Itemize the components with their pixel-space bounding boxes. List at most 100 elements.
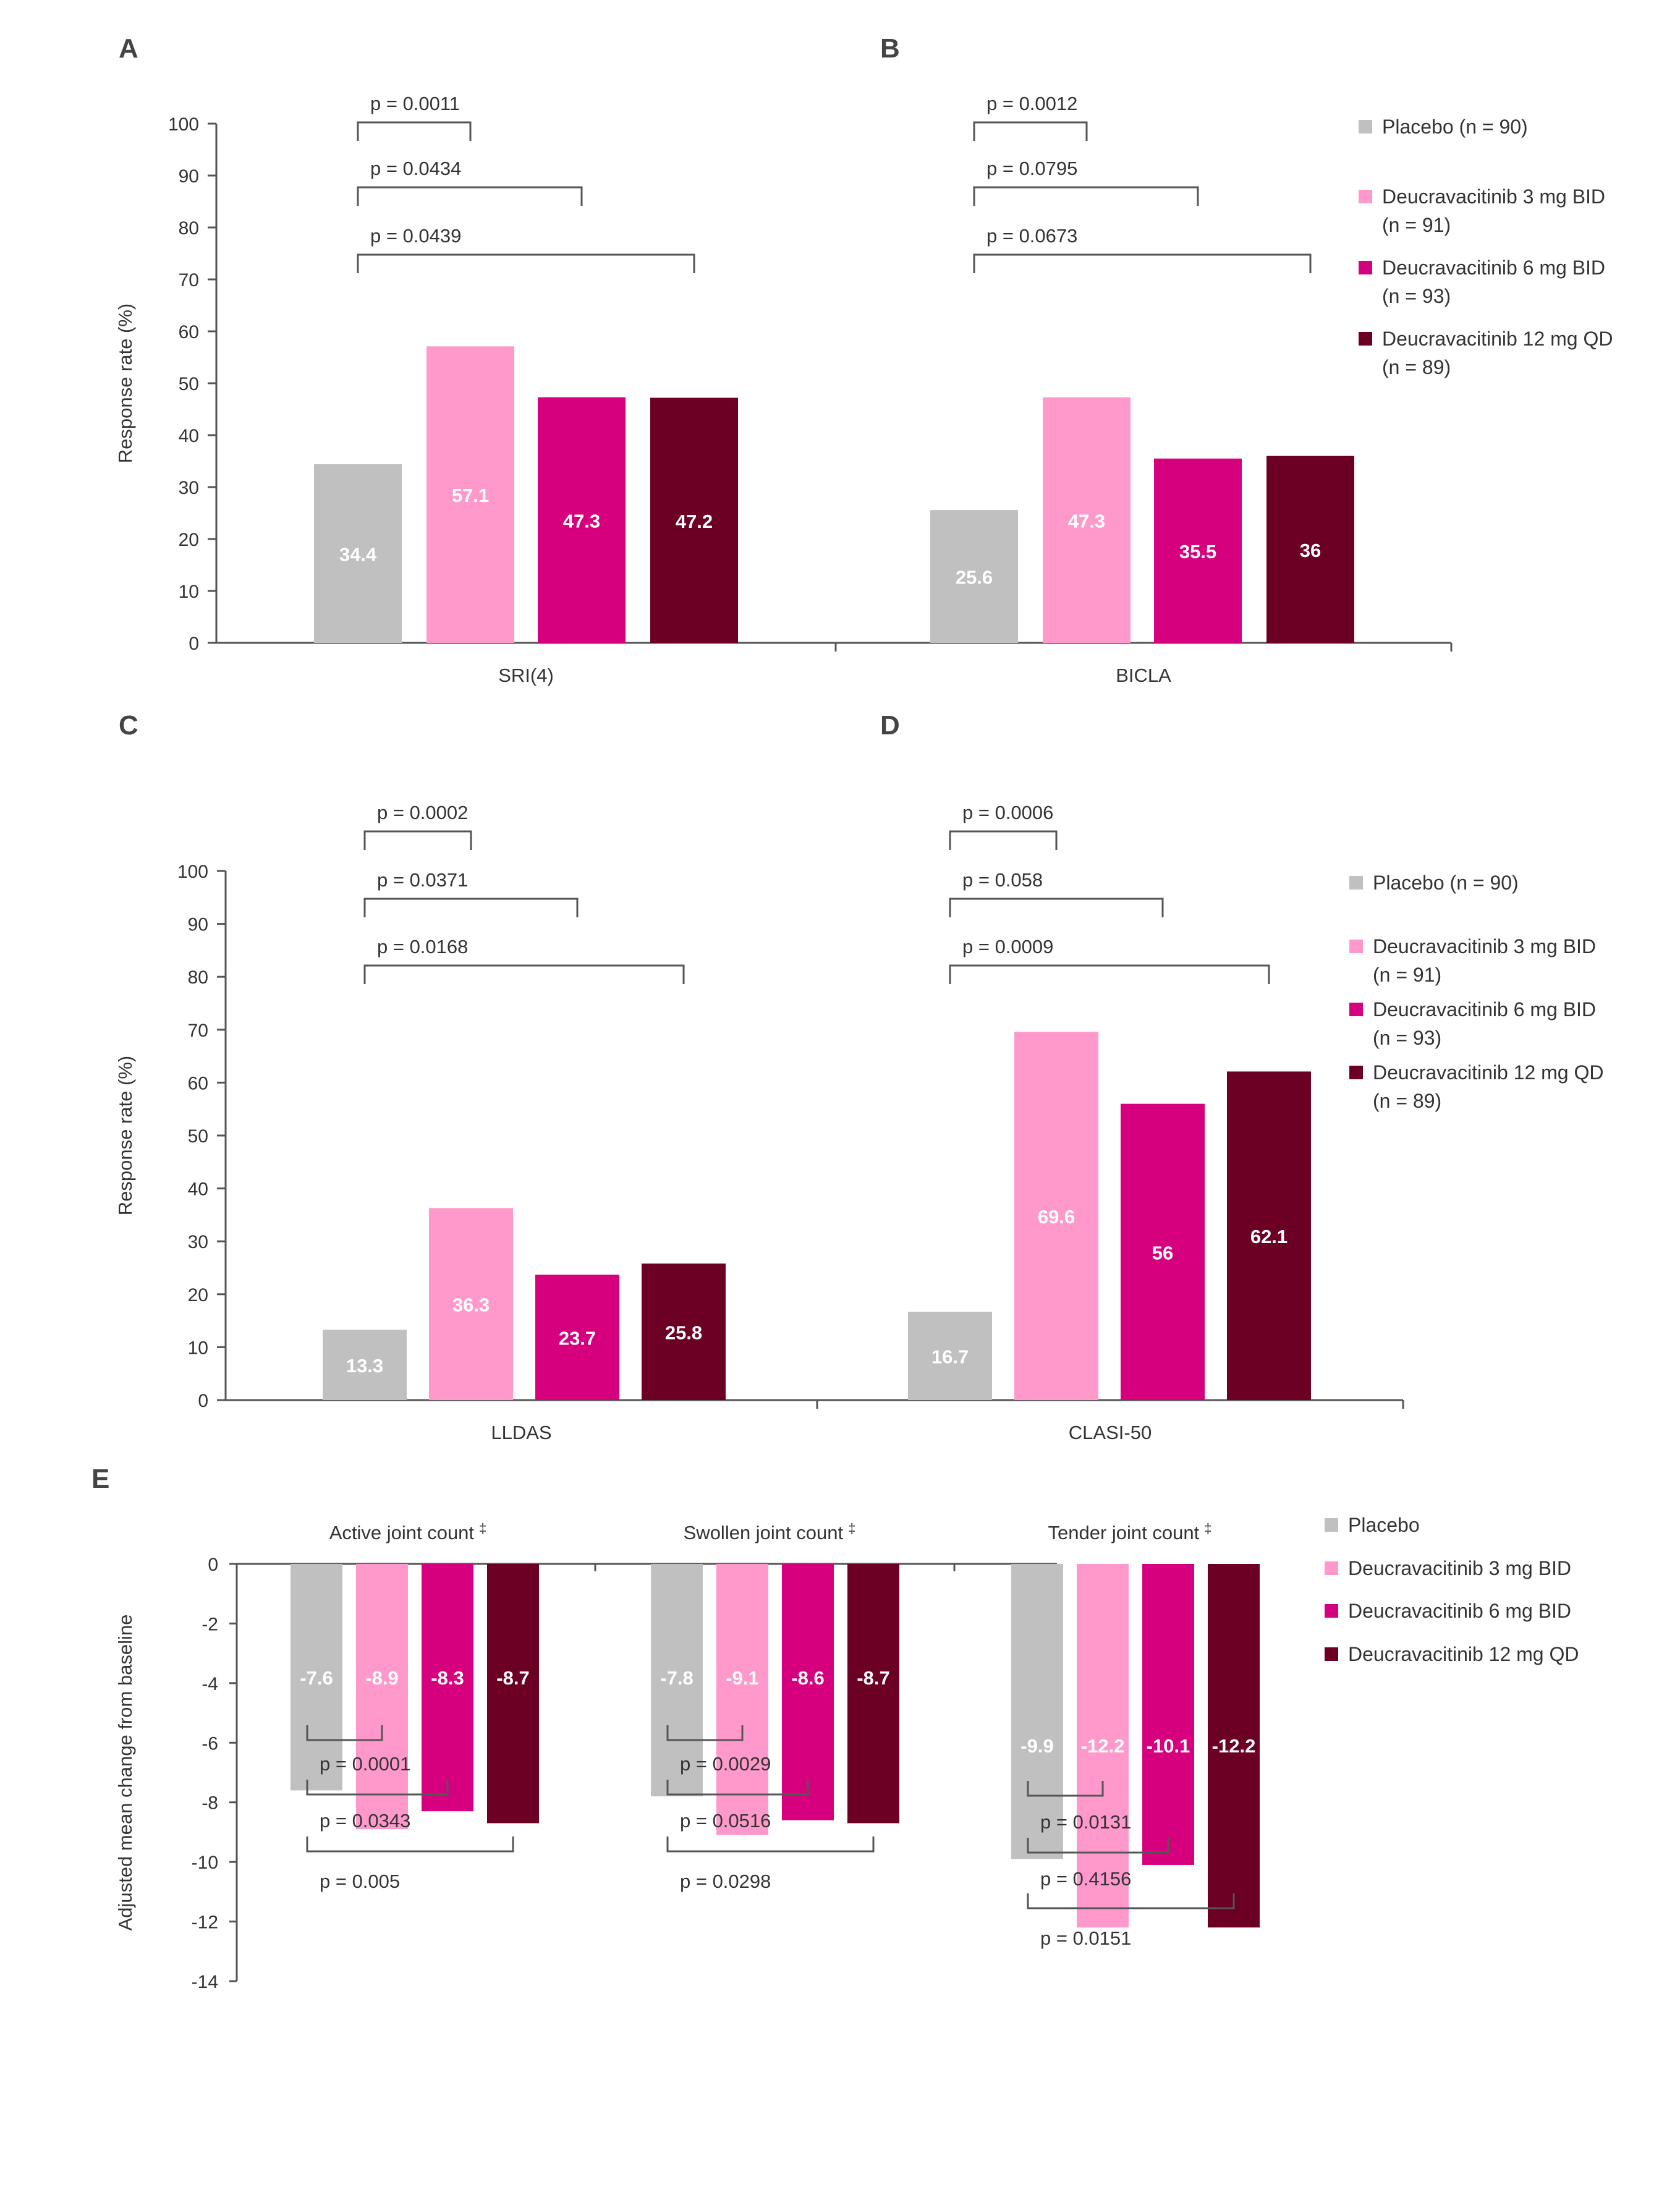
y-tick-label: -8 (202, 1793, 218, 1814)
panel-letter-b: B (880, 33, 900, 64)
p-value-label: p = 0.0001 (320, 1753, 410, 1775)
p-value-bracket (363, 964, 685, 984)
x-category-label: CLASI-50 (1069, 1422, 1152, 1443)
panel-letter-c: C (119, 710, 138, 741)
y-tick-label: 0 (189, 634, 199, 654)
legend-cd-deuc-3mg-bid: Deucravacitinib 3 mg BID (1373, 935, 1596, 958)
bar-deuc-6mg-bid-bicla (1154, 458, 1242, 643)
p-value-label: p = 0.0434 (370, 158, 461, 179)
data-label: 35.5 (1179, 541, 1216, 563)
y-tick-label: -4 (202, 1674, 218, 1694)
panel-letter-e: E (91, 1464, 109, 1494)
legend-swatch-deuc-12mg-qd (1359, 332, 1372, 346)
legend-e-deuc-6mg-bid: Deucravacitinib 6 mg BID (1348, 1600, 1571, 1622)
bar-deuc-12mg-qd-active-joint-count (487, 1564, 539, 1824)
y-tick-label: 0 (198, 1391, 208, 1411)
p-value-label: p = 0.0002 (377, 802, 468, 823)
p-value-label: p = 0.0298 (680, 1870, 771, 1892)
p-value-label: p = 0.0131 (1040, 1811, 1131, 1833)
y-tick-label: 30 (179, 478, 199, 498)
data-label: -8.9 (365, 1667, 398, 1689)
p-value-bracket (973, 253, 1312, 273)
p-value-bracket (306, 1725, 383, 1741)
y-tick-label: 0 (208, 1555, 218, 1575)
y-tick-label: 10 (179, 582, 199, 602)
p-value-label: p = 0.0439 (370, 225, 461, 247)
y-tick-label: 10 (188, 1338, 208, 1358)
data-label: -12.2 (1081, 1735, 1125, 1757)
data-label: -12.2 (1212, 1735, 1256, 1757)
p-value-label: p = 0.0029 (680, 1753, 771, 1775)
p-value-label: p = 0.4156 (1040, 1868, 1131, 1890)
data-label: 57.1 (452, 485, 489, 506)
data-label: 47.2 (676, 511, 713, 532)
data-label: -8.7 (857, 1667, 889, 1689)
bar-placebo-tender-joint-count (1011, 1564, 1063, 1859)
p-value-label: p = 0.0673 (986, 225, 1077, 247)
y-tick-label: -2 (202, 1614, 218, 1634)
p-value-bracket (357, 186, 583, 206)
legend-cd-placebo: Placebo (n = 90) (1373, 872, 1519, 894)
legend-e-deuc-12mg-qd: Deucravacitinib 12 mg QD (1348, 1643, 1579, 1665)
p-value-bracket (949, 964, 1270, 984)
data-label: 16.7 (931, 1346, 969, 1368)
y-tick-label: 80 (188, 967, 208, 988)
p-value-label: p = 0.0009 (962, 936, 1053, 958)
legend-swatch-deuc-3mg-bid (1349, 940, 1363, 953)
y-tick-label: 90 (179, 166, 199, 187)
data-label: 56 (1152, 1242, 1173, 1263)
legend-swatch-deuc-3mg-bid (1325, 1561, 1338, 1575)
y-tick-label: 50 (179, 374, 199, 394)
p-value-bracket (306, 1836, 514, 1853)
legend-cd-deuc-12mg-qd-n: (n = 89) (1373, 1090, 1441, 1112)
y-tick-label: -10 (192, 1853, 218, 1873)
legend-cd-deuc-6mg-bid-n: (n = 93) (1373, 1027, 1441, 1049)
bar-deuc-3mg-bid-bicla (1043, 397, 1131, 643)
bar-deuc-12mg-qd-sri4 (650, 397, 738, 643)
legend-ab-deuc-6mg-bid-n: (n = 93) (1382, 285, 1451, 307)
p-value-label: p = 0.0012 (986, 93, 1077, 114)
y-axis-title: Adjusted mean change from baseline (114, 1615, 136, 1931)
bar-deuc-3mg-bid-sri4 (426, 346, 514, 643)
data-label: -8.7 (496, 1667, 529, 1689)
bar-deuc-12mg-qd-lldas (642, 1263, 726, 1400)
data-label: -9.9 (1020, 1735, 1053, 1757)
p-value-label: p = 0.0168 (377, 936, 468, 958)
x-category-label: LLDAS (491, 1422, 551, 1443)
p-value-label: p = 0.005 (320, 1870, 400, 1892)
bar-deuc-3mg-bid-lldas (429, 1208, 513, 1400)
data-label: -7.8 (660, 1667, 693, 1689)
y-tick-label: 20 (179, 530, 199, 550)
data-label: -8.6 (791, 1667, 824, 1689)
y-tick-label: 70 (188, 1021, 208, 1041)
bar-deuc-12mg-qd-tender-joint-count (1208, 1564, 1260, 1928)
y-tick-label: 40 (188, 1179, 208, 1200)
y-tick-label: 30 (188, 1232, 208, 1252)
p-value-bracket (363, 898, 579, 917)
legend-swatch-placebo (1325, 1518, 1338, 1532)
bar-placebo-swollen-joint-count (651, 1564, 703, 1797)
p-value-bracket (666, 1725, 744, 1741)
data-label: 36.3 (452, 1294, 490, 1316)
data-label: 25.6 (956, 566, 993, 588)
legend-swatch-deuc-6mg-bid (1325, 1604, 1338, 1618)
panel-letter-d: D (880, 710, 900, 741)
legend-e-placebo: Placebo (1348, 1514, 1420, 1536)
y-tick-label: 70 (179, 270, 199, 291)
y-tick-label: 50 (188, 1126, 208, 1147)
p-value-bracket (357, 121, 472, 141)
legend-ab-placebo: Placebo (n = 90) (1382, 116, 1528, 138)
y-tick-label: 100 (168, 114, 199, 135)
p-value-label: p = 0.0795 (986, 158, 1077, 179)
legend-ab-deuc-3mg-bid-n: (n = 91) (1382, 214, 1451, 236)
y-tick-label: 20 (188, 1285, 208, 1306)
legend-cd-deuc-6mg-bid: Deucravacitinib 6 mg BID (1373, 998, 1596, 1021)
data-label: 36 (1300, 540, 1321, 561)
data-label: 13.3 (346, 1355, 383, 1377)
data-label: 69.6 (1038, 1206, 1075, 1228)
p-value-bracket (949, 830, 1058, 850)
legend-ab-deuc-3mg-bid: Deucravacitinib 3 mg BID (1382, 185, 1605, 208)
p-value-label: p = 0.0151 (1040, 1927, 1131, 1949)
p-value-bracket (1027, 1893, 1235, 1909)
data-label: -10.1 (1147, 1735, 1190, 1757)
